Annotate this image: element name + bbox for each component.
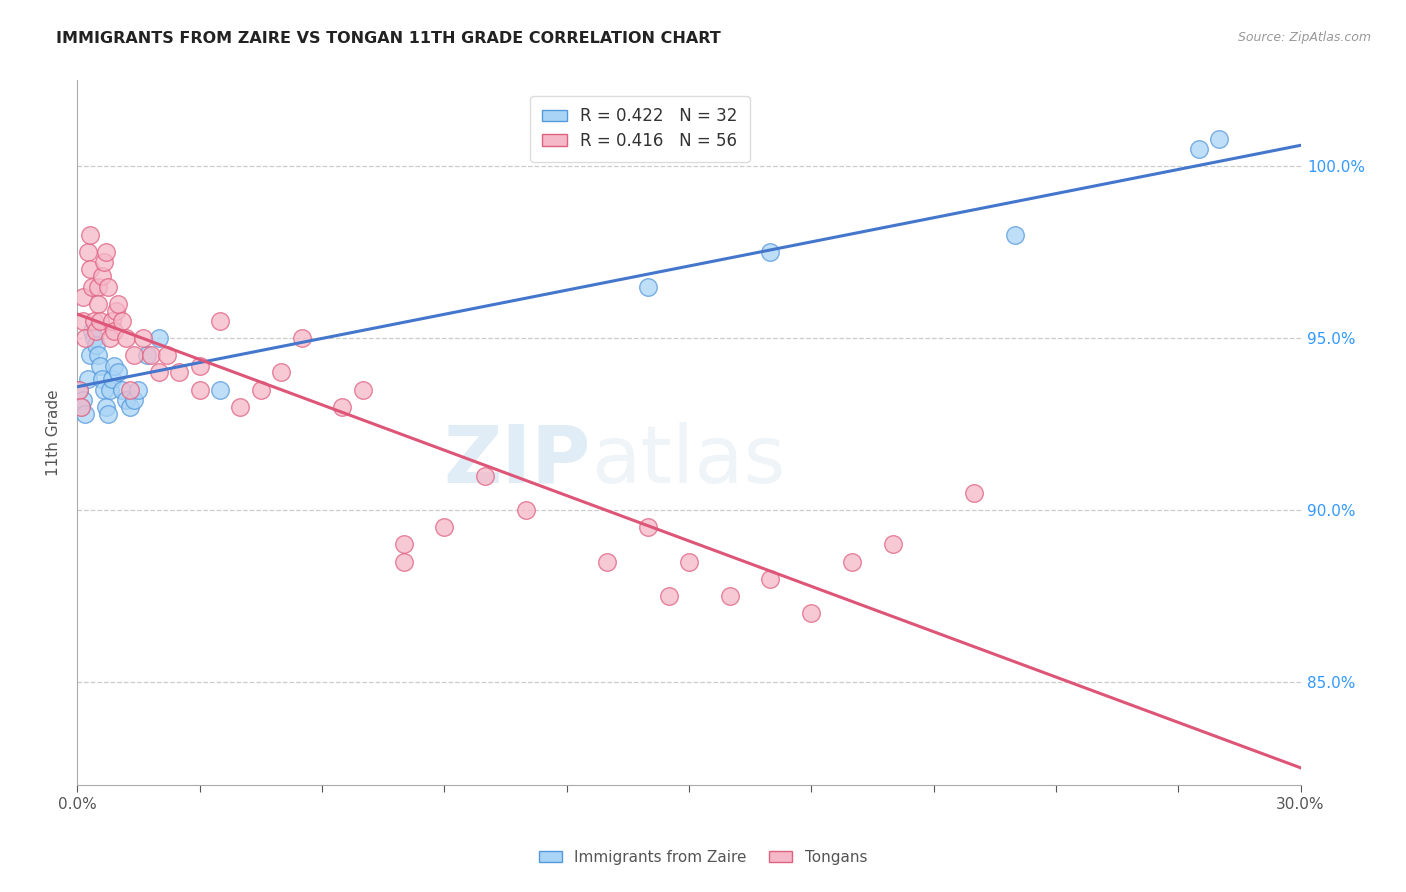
Text: Source: ZipAtlas.com: Source: ZipAtlas.com bbox=[1237, 31, 1371, 45]
Point bbox=[841, 555, 863, 569]
Point bbox=[105, 303, 128, 318]
Point bbox=[131, 331, 153, 345]
Point bbox=[72, 290, 94, 304]
Point bbox=[209, 383, 232, 397]
Point bbox=[67, 383, 90, 397]
Point bbox=[188, 359, 211, 373]
Point bbox=[76, 245, 98, 260]
Point bbox=[1004, 227, 1026, 242]
Point bbox=[392, 537, 415, 551]
Point bbox=[392, 555, 415, 569]
Point bbox=[89, 314, 111, 328]
Point bbox=[229, 400, 252, 414]
Point bbox=[596, 555, 619, 569]
Point bbox=[80, 279, 103, 293]
Point bbox=[70, 400, 93, 414]
Point bbox=[148, 331, 170, 345]
Point bbox=[70, 400, 93, 414]
Point bbox=[107, 296, 129, 310]
Point bbox=[93, 383, 115, 397]
Point bbox=[963, 485, 986, 500]
Point bbox=[120, 383, 142, 397]
Point bbox=[474, 468, 496, 483]
Point bbox=[79, 348, 101, 362]
Point bbox=[90, 372, 112, 386]
Point bbox=[169, 366, 191, 380]
Point bbox=[291, 331, 314, 345]
Point bbox=[83, 331, 105, 345]
Point bbox=[79, 227, 101, 242]
Point bbox=[72, 314, 94, 328]
Point bbox=[1208, 132, 1230, 146]
Point bbox=[332, 400, 354, 414]
Point bbox=[98, 383, 121, 397]
Point bbox=[120, 400, 142, 414]
Point bbox=[124, 392, 146, 407]
Point bbox=[103, 359, 125, 373]
Point bbox=[882, 537, 904, 551]
Point bbox=[637, 520, 659, 534]
Point bbox=[124, 348, 146, 362]
Text: IMMIGRANTS FROM ZAIRE VS TONGAN 11TH GRADE CORRELATION CHART: IMMIGRANTS FROM ZAIRE VS TONGAN 11TH GRA… bbox=[56, 31, 721, 46]
Point bbox=[115, 392, 138, 407]
Point bbox=[156, 348, 179, 362]
Point bbox=[79, 262, 101, 277]
Point bbox=[103, 324, 125, 338]
Point bbox=[97, 279, 120, 293]
Point bbox=[101, 372, 124, 386]
Point bbox=[250, 383, 273, 397]
Point bbox=[800, 606, 823, 620]
Point bbox=[107, 366, 129, 380]
Point bbox=[759, 245, 782, 260]
Point bbox=[658, 589, 681, 603]
Point bbox=[209, 314, 232, 328]
Point bbox=[93, 255, 115, 269]
Point bbox=[76, 372, 98, 386]
Point bbox=[718, 589, 741, 603]
Y-axis label: 11th Grade: 11th Grade bbox=[46, 389, 62, 476]
Point bbox=[352, 383, 374, 397]
Point bbox=[678, 555, 700, 569]
Point bbox=[90, 269, 112, 284]
Point bbox=[97, 407, 120, 421]
Point bbox=[111, 383, 134, 397]
Point bbox=[128, 383, 150, 397]
Point bbox=[84, 338, 107, 352]
Point bbox=[115, 331, 138, 345]
Point bbox=[94, 245, 117, 260]
Point bbox=[111, 314, 134, 328]
Text: atlas: atlas bbox=[591, 422, 786, 500]
Point bbox=[188, 383, 211, 397]
Point bbox=[270, 366, 292, 380]
Point bbox=[84, 324, 107, 338]
Point bbox=[101, 314, 124, 328]
Point bbox=[87, 296, 110, 310]
Point bbox=[135, 348, 157, 362]
Point bbox=[67, 383, 90, 397]
Point bbox=[1188, 142, 1211, 156]
Point bbox=[148, 366, 170, 380]
Point bbox=[515, 503, 537, 517]
Point bbox=[87, 348, 110, 362]
Point bbox=[98, 331, 121, 345]
Point bbox=[87, 279, 110, 293]
Legend: R = 0.422   N = 32, R = 0.416   N = 56: R = 0.422 N = 32, R = 0.416 N = 56 bbox=[530, 95, 749, 161]
Point bbox=[75, 407, 97, 421]
Legend: Immigrants from Zaire, Tongans: Immigrants from Zaire, Tongans bbox=[533, 844, 873, 871]
Point bbox=[94, 400, 117, 414]
Point bbox=[89, 359, 111, 373]
Point bbox=[83, 314, 105, 328]
Text: ZIP: ZIP bbox=[444, 422, 591, 500]
Point bbox=[433, 520, 456, 534]
Point bbox=[637, 279, 659, 293]
Point bbox=[72, 392, 94, 407]
Point bbox=[75, 331, 97, 345]
Point bbox=[80, 324, 103, 338]
Point bbox=[139, 348, 162, 362]
Point bbox=[759, 572, 782, 586]
